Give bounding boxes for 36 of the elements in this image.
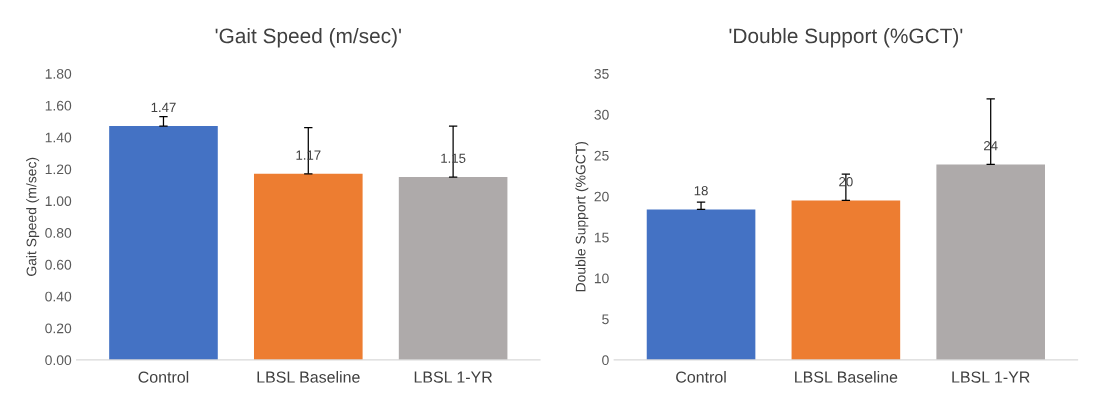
bar bbox=[646, 209, 756, 360]
y-tick-label: 25 bbox=[594, 150, 609, 161]
y-tick-label: 1.40 bbox=[45, 132, 72, 143]
x-tick-label: LBSL Baseline bbox=[257, 371, 360, 383]
bar bbox=[253, 173, 363, 360]
y-tick-label: 0.40 bbox=[45, 291, 72, 302]
y-axis-title: Double Support (%GCT) bbox=[575, 141, 589, 292]
data-label: 18 bbox=[694, 186, 708, 196]
y-tick-label: 0.60 bbox=[45, 259, 72, 270]
x-tick-label: Control bbox=[138, 371, 189, 383]
y-tick-label: 10 bbox=[594, 273, 609, 284]
bar bbox=[398, 177, 508, 360]
y-tick-label: 1.60 bbox=[45, 100, 72, 111]
y-tick-label: 0 bbox=[602, 355, 609, 366]
x-tick-label: LBSL 1-YR bbox=[952, 371, 1030, 383]
data-label: 1.47 bbox=[151, 102, 176, 112]
chart-title: 'Gait Speed (m/sec)' bbox=[215, 27, 401, 48]
y-tick-label: 1.20 bbox=[45, 164, 72, 175]
x-tick-label: LBSL Baseline bbox=[795, 371, 898, 383]
y-axis-title: Gait Speed (m/sec) bbox=[26, 157, 40, 276]
chart-title: 'Double Support (%GCT)' bbox=[729, 27, 963, 48]
y-tick-label: 5 bbox=[602, 314, 609, 325]
y-tick-label: 0.20 bbox=[45, 323, 72, 334]
y-tick-label: 20 bbox=[594, 191, 609, 202]
y-tick-label: 15 bbox=[594, 232, 609, 243]
bar bbox=[936, 164, 1046, 360]
y-tick-label: 30 bbox=[594, 109, 609, 120]
bar bbox=[791, 200, 901, 360]
y-tick-label: 1.00 bbox=[45, 196, 72, 207]
y-tick-label: 1.80 bbox=[45, 68, 72, 79]
x-tick-label: Control bbox=[676, 371, 726, 383]
y-tick-label: 0.80 bbox=[45, 228, 72, 238]
bar bbox=[109, 126, 218, 360]
y-tick-label: 0.00 bbox=[45, 355, 72, 366]
y-tick-label: 35 bbox=[594, 68, 609, 79]
x-tick-label: LBSL 1-YR bbox=[414, 371, 493, 383]
